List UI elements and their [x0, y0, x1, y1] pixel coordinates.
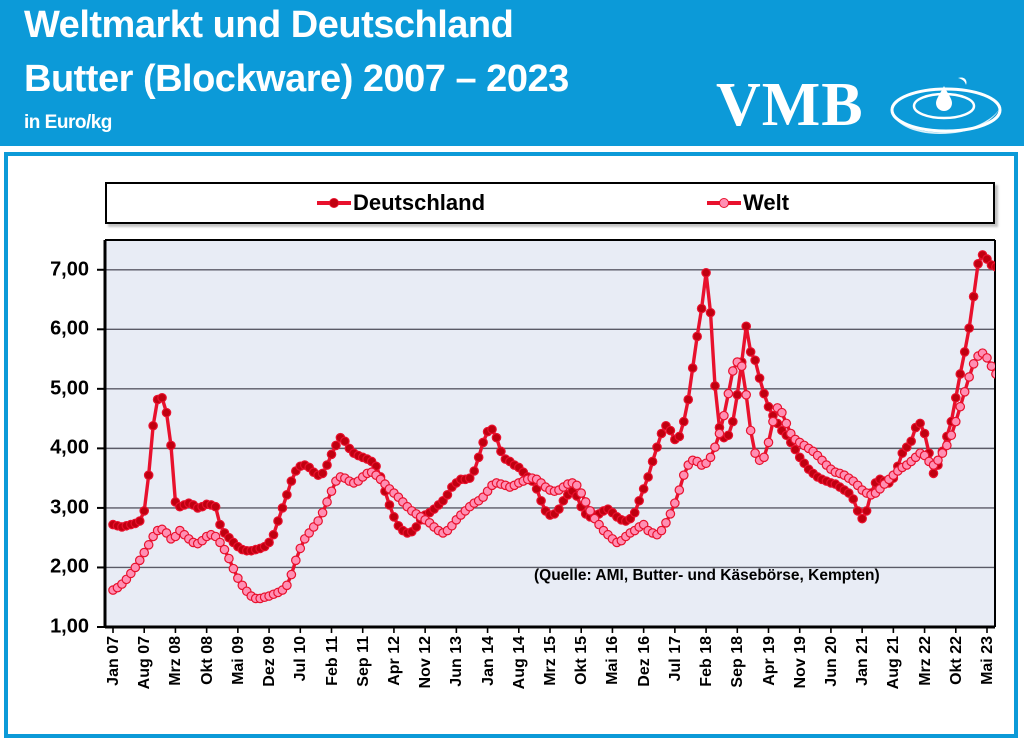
legend-marker-deutschland-icon — [317, 195, 351, 211]
page-header: Weltmarkt und Deutschland Butter (Blockw… — [0, 0, 1024, 146]
legend-label-deutschland: Deutschland — [353, 190, 486, 215]
page-title-line2: Butter (Blockware) 2007 – 2023 — [24, 58, 569, 100]
page-subtitle: in Euro/kg — [24, 112, 112, 133]
page-title-line1: Weltmarkt und Deutschland — [24, 4, 514, 46]
legend-marker-welt-icon — [707, 195, 741, 211]
legend-label-welt: Welt — [743, 190, 790, 215]
milk-drop-ripple-icon — [890, 77, 1002, 134]
legend-item-deutschland[interactable]: Deutschland — [317, 184, 485, 222]
vmb-logo-text: VMB — [716, 71, 864, 139]
legend-item-welt[interactable]: Welt — [707, 184, 789, 222]
chart-legend: Deutschland Welt — [105, 182, 995, 224]
chart-frame — [4, 152, 1018, 738]
vmb-logo: VMB — [716, 71, 1006, 139]
